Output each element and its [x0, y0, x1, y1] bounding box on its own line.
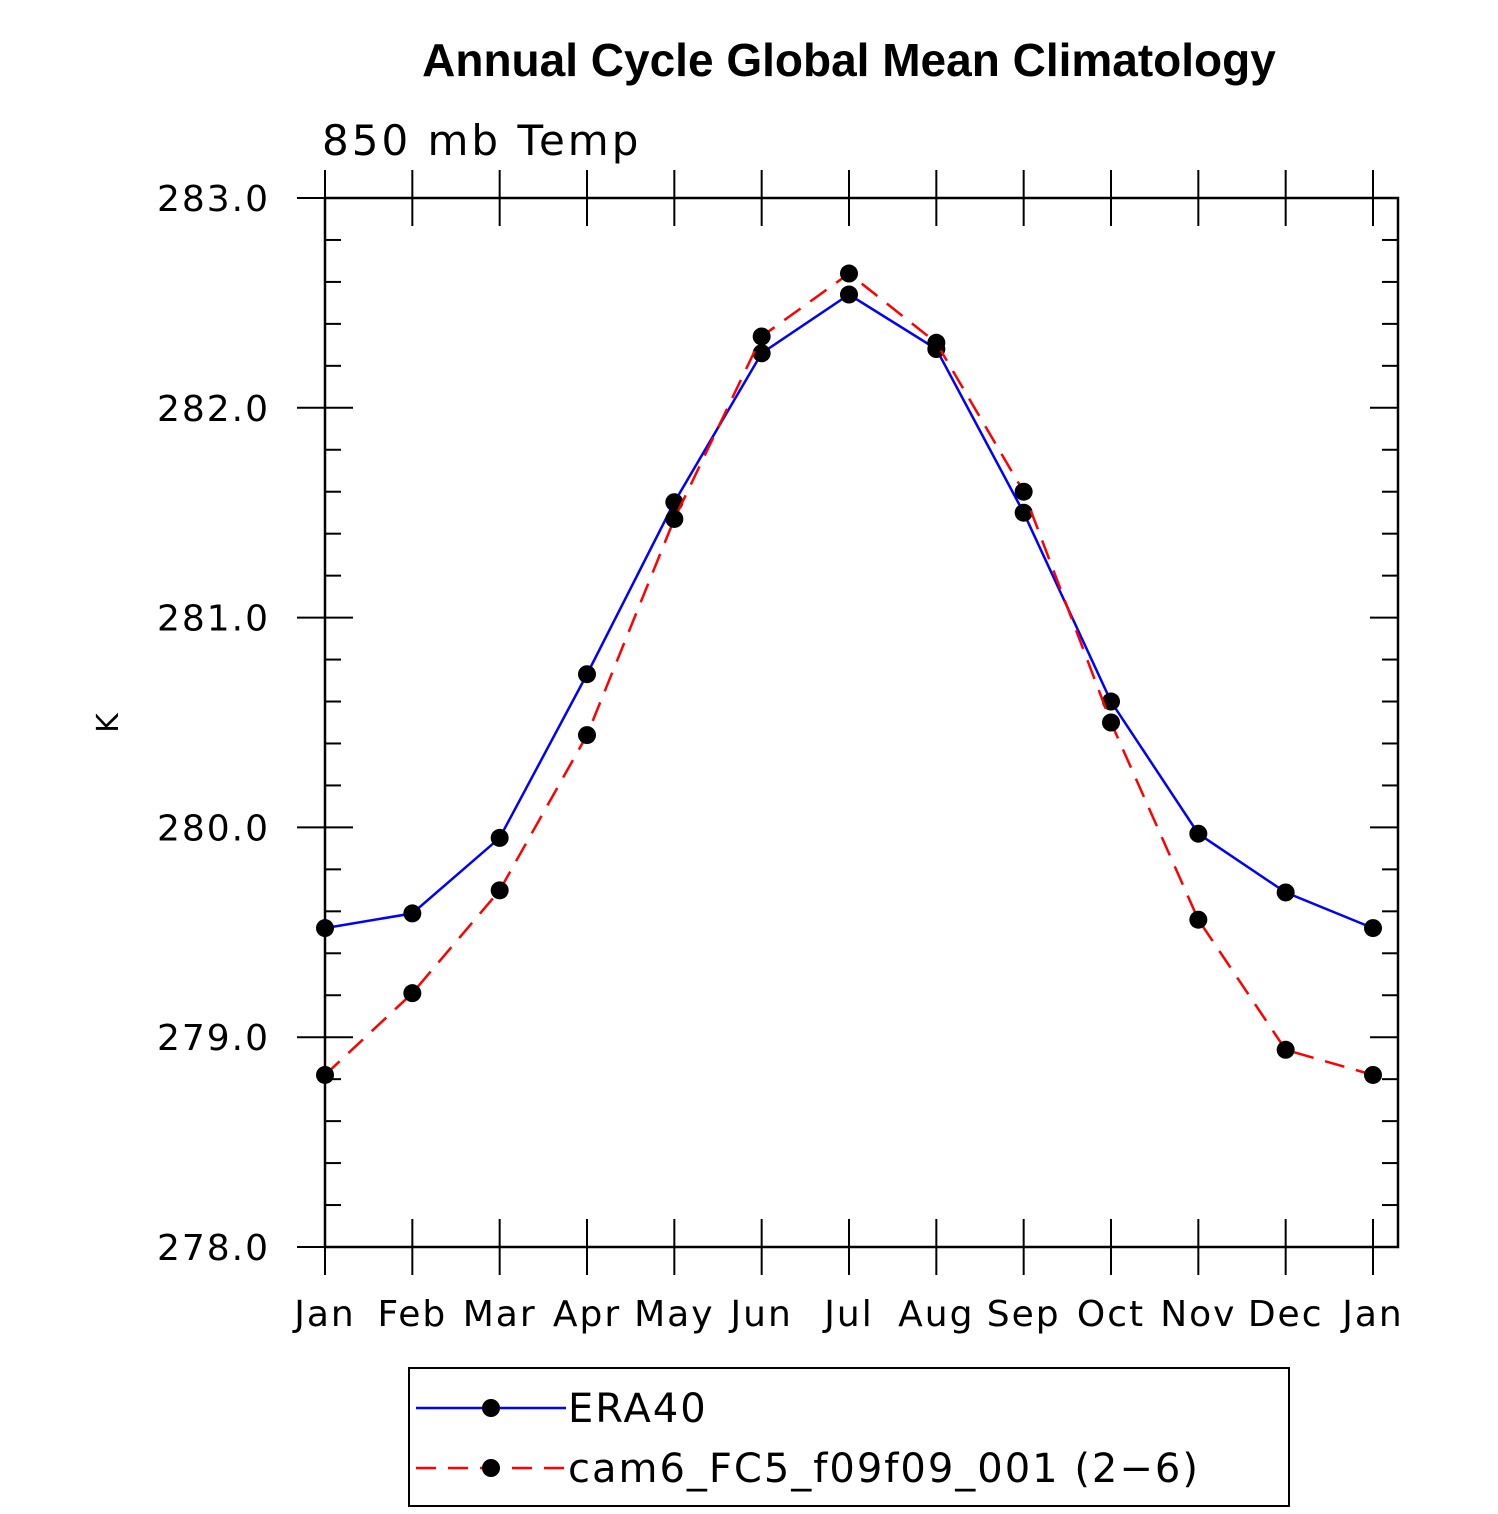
x-tick-label: May — [634, 1294, 714, 1335]
x-tick-label: Aug — [898, 1294, 974, 1335]
x-tick-label: Jan — [1340, 1294, 1404, 1335]
data-point — [840, 264, 858, 283]
x-tick-label: Oct — [1077, 1294, 1145, 1335]
data-point — [1276, 1040, 1295, 1059]
data-point — [1014, 482, 1033, 501]
y-tick-labels: 278.0 279.0 280.0 281.0 282.0 283.0 — [157, 179, 270, 1269]
y-axis-label: K — [91, 712, 126, 733]
series-group — [316, 264, 1382, 1084]
plot-frame — [323, 196, 1400, 1249]
legend-box — [408, 1367, 1290, 1507]
x-tick-label: Jun — [729, 1294, 793, 1335]
data-point — [1189, 824, 1208, 843]
data-point — [752, 327, 771, 346]
data-point — [1276, 883, 1295, 902]
data-point — [752, 344, 771, 363]
y-tick-label: 282.0 — [157, 389, 270, 430]
legend-label: cam6_FC5_f09f09_001 (2−6) — [568, 1446, 1200, 1492]
series-line — [324, 271, 1374, 1077]
data-point — [1364, 919, 1382, 938]
data-point — [1364, 1065, 1382, 1084]
y-tick-label: 278.0 — [157, 1228, 270, 1269]
x-tick-labels: Jan Feb Mar Apr May Jun Jul Aug Sep Oct Nov Dec Jan — [292, 1294, 1404, 1335]
y-tick-label: 280.0 — [157, 808, 270, 849]
data-point — [1102, 692, 1120, 711]
x-tick-label: Jul — [822, 1294, 873, 1335]
chart-subtitle: 850 mb Temp — [322, 116, 641, 165]
x-tick-label: Mar — [463, 1294, 537, 1335]
y-tick-label: 283.0 — [157, 179, 270, 220]
legend-marker — [482, 1399, 500, 1417]
x-tick-label: Nov — [1160, 1294, 1236, 1335]
data-point — [1102, 713, 1120, 732]
x-tick-label: Apr — [553, 1294, 621, 1335]
legend: ERA40 cam6_FC5_f09f09_001 (2−6) — [416, 1386, 1200, 1492]
x-tick-label: Dec — [1248, 1294, 1324, 1335]
x-tick-label: Feb — [377, 1294, 447, 1335]
data-point — [840, 285, 858, 304]
x-tick-label: Jan — [292, 1294, 356, 1335]
data-point — [403, 904, 422, 923]
data-point — [578, 726, 596, 745]
series-2 — [316, 264, 1382, 1084]
chart-title: Annual Cycle Global Mean Climatology — [422, 34, 1276, 86]
x-tick-label: Sep — [987, 1294, 1061, 1335]
data-point — [316, 919, 334, 938]
data-point — [927, 333, 946, 352]
legend-marker — [482, 1459, 500, 1477]
y-tick-label: 281.0 — [157, 599, 270, 640]
data-point — [490, 828, 509, 847]
series-1 — [316, 285, 1382, 938]
y-tick-label: 279.0 — [157, 1018, 270, 1059]
data-point — [490, 881, 509, 900]
legend-label: ERA40 — [568, 1386, 708, 1432]
data-point — [1189, 910, 1208, 929]
data-point — [578, 665, 596, 684]
tick-marks — [297, 170, 1398, 1275]
data-point — [1014, 503, 1033, 522]
data-point — [665, 509, 684, 528]
data-point — [403, 984, 422, 1003]
data-point — [316, 1065, 334, 1084]
series-line — [324, 293, 1374, 930]
